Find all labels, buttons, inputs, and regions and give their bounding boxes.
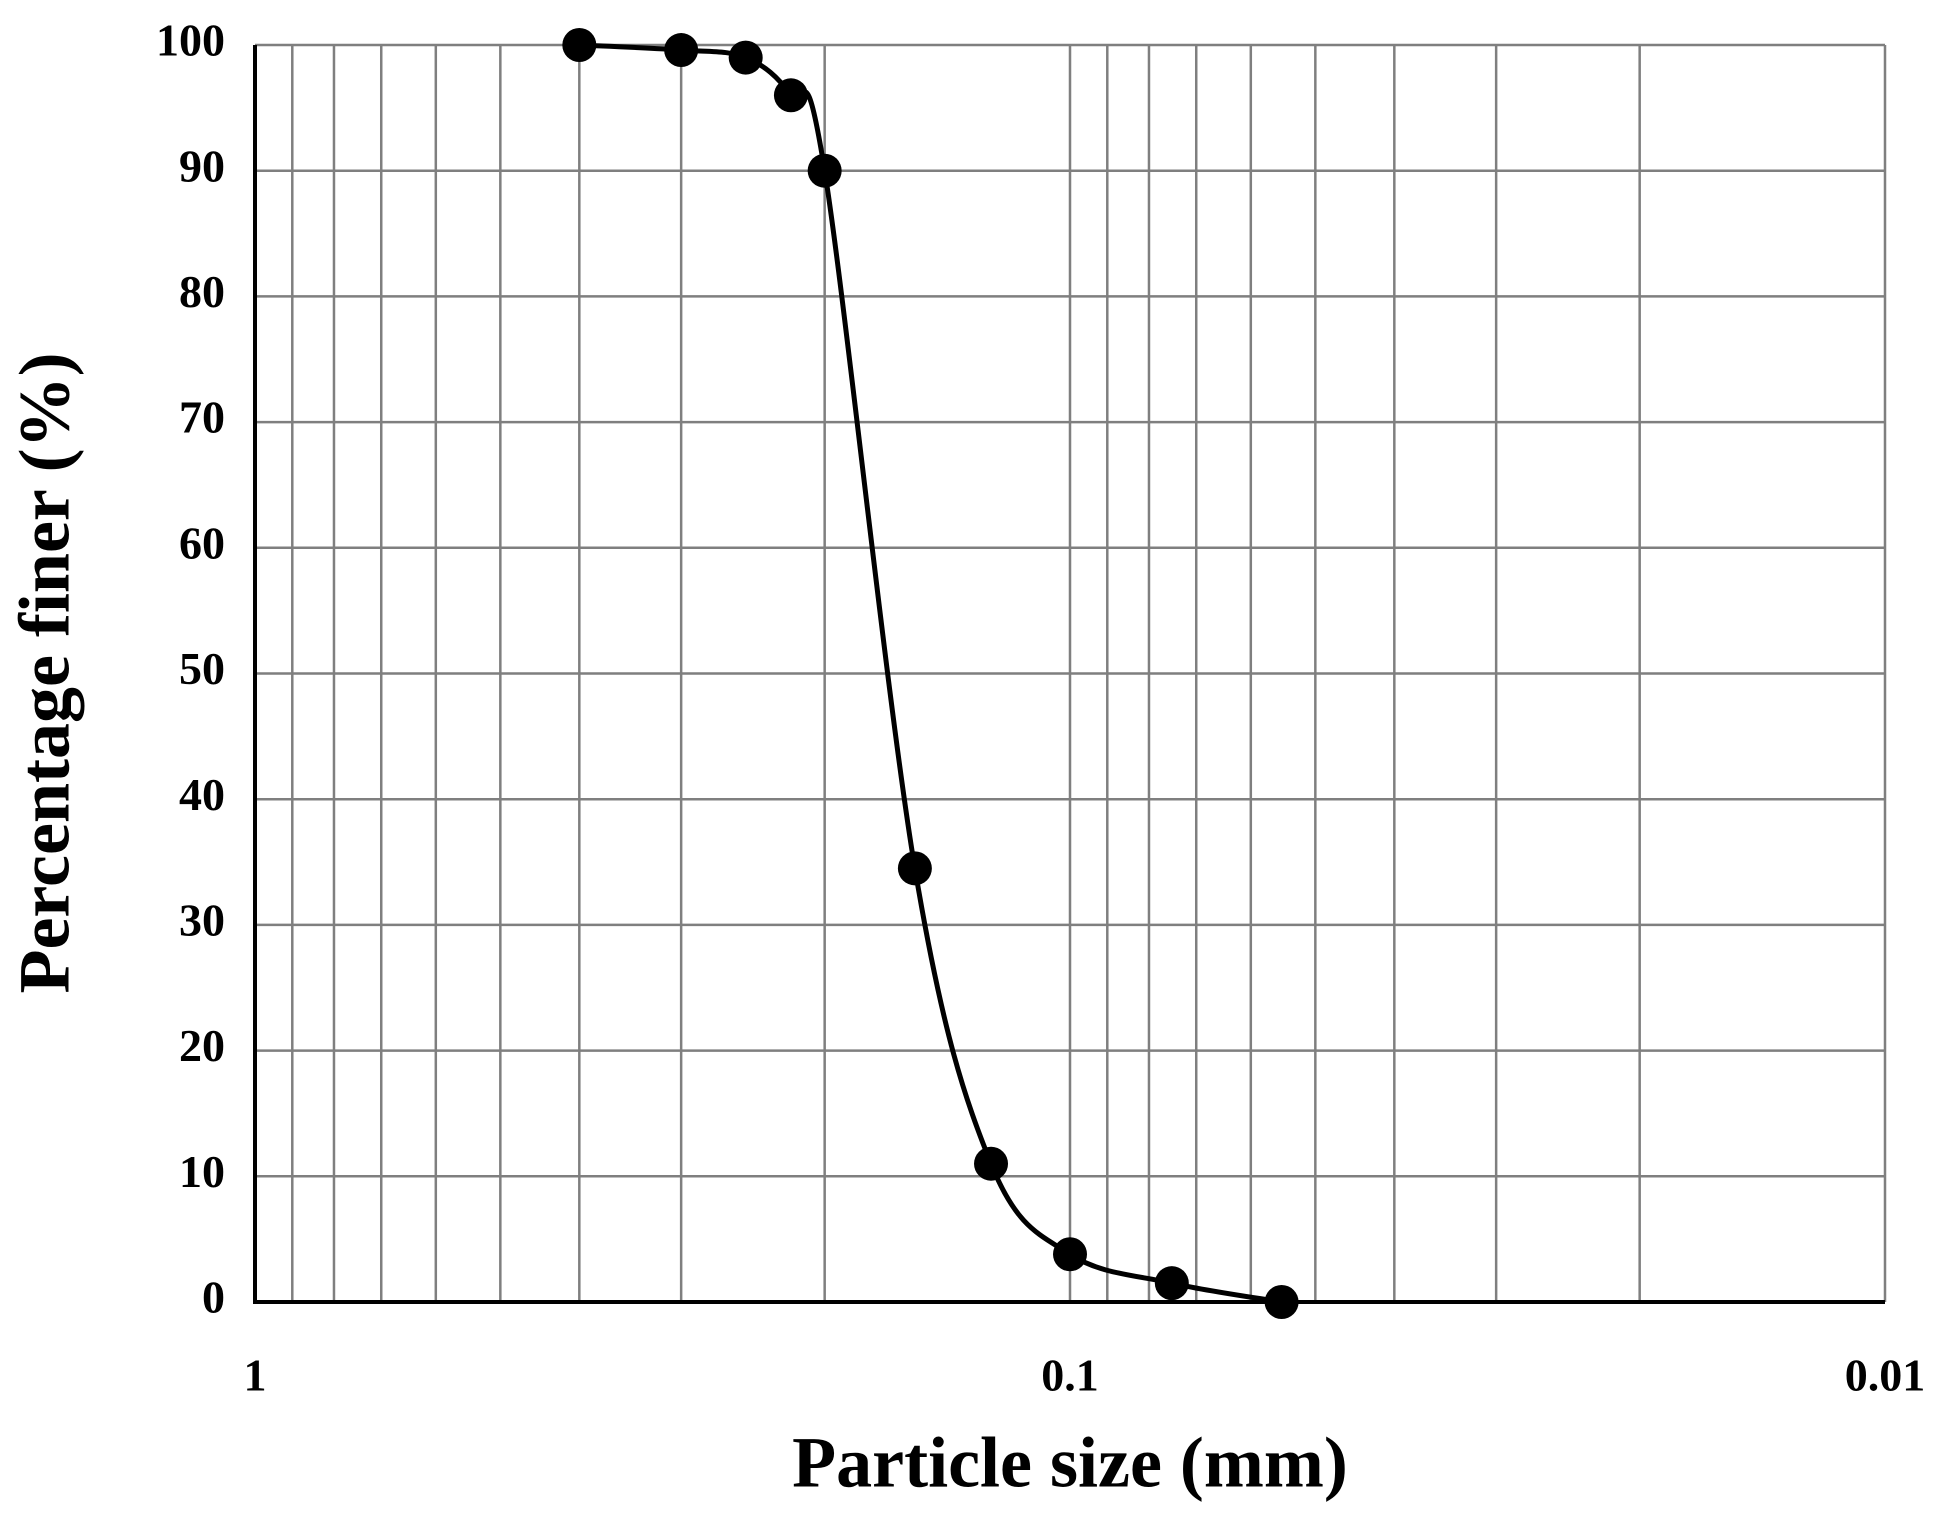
y-tick-label: 40 xyxy=(179,769,225,820)
y-tick-label: 60 xyxy=(179,517,225,568)
y-tick-label: 20 xyxy=(179,1020,225,1071)
point xyxy=(1264,1285,1299,1319)
x-tick-label: 0.1 xyxy=(1041,1350,1099,1401)
point xyxy=(773,78,808,113)
y-tick-label: 0 xyxy=(202,1272,225,1323)
y-tick-label: 70 xyxy=(179,392,225,443)
y-axis-title: Percentage finer (%) xyxy=(5,352,85,993)
x-axis-title: Particle size (mm) xyxy=(792,1423,1348,1503)
point xyxy=(974,1146,1009,1181)
point xyxy=(728,40,763,75)
point xyxy=(1053,1237,1087,1272)
point xyxy=(562,28,597,62)
point xyxy=(897,851,932,886)
point xyxy=(807,153,842,188)
point xyxy=(664,33,699,68)
x-tick-label: 0.01 xyxy=(1845,1350,1926,1401)
x-tick-label: 1 xyxy=(244,1350,267,1401)
point xyxy=(1154,1266,1189,1301)
y-tick-label: 30 xyxy=(179,894,225,945)
y-tick-label: 100 xyxy=(156,15,225,66)
y-tick-label: 80 xyxy=(179,266,225,317)
y-tick-label: 10 xyxy=(179,1146,225,1197)
y-tick-label: 50 xyxy=(179,643,225,694)
y-tick-label: 90 xyxy=(179,140,225,191)
